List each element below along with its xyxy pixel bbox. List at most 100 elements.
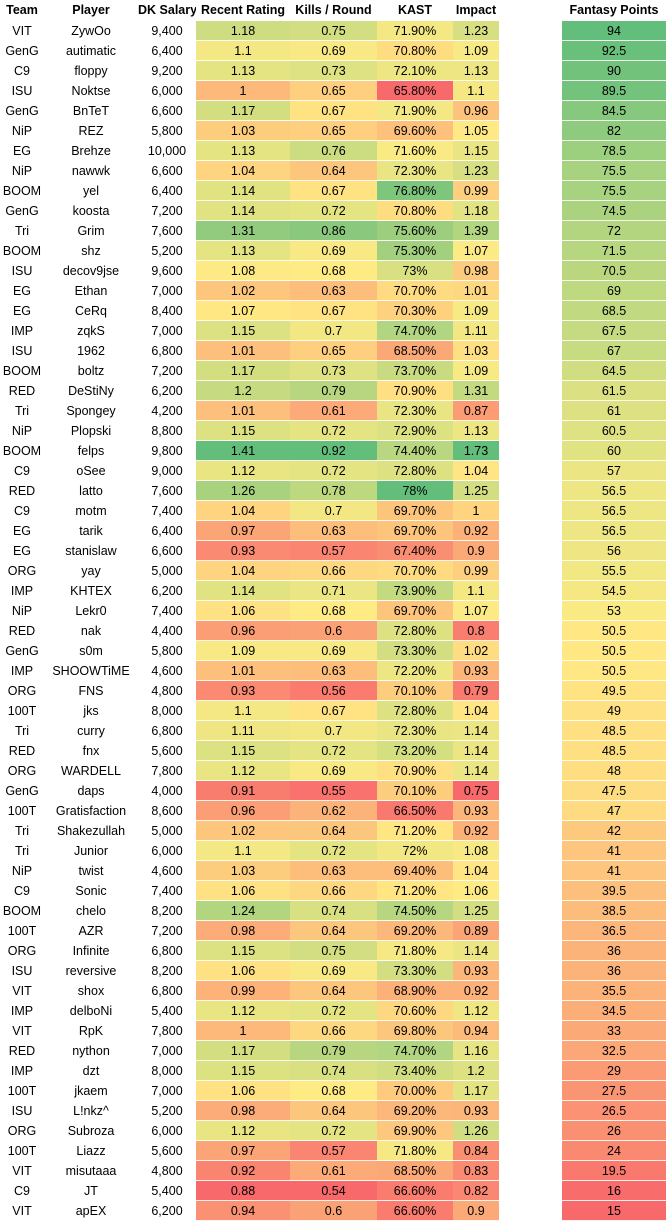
recent-rating-cell[interactable]: 1.31 <box>196 221 290 241</box>
kills-per-round-cell[interactable]: 0.78 <box>290 481 377 501</box>
player-cell[interactable]: SHOOWTiME <box>52 664 130 678</box>
fantasy-points-cell[interactable]: 49.5 <box>562 681 666 701</box>
team-cell[interactable]: ISU <box>11 344 33 358</box>
salary-cell[interactable]: 6,800 <box>151 344 183 358</box>
impact-cell[interactable]: 0.84 <box>453 1141 499 1161</box>
recent-rating-cell[interactable]: 1.01 <box>196 401 290 421</box>
fantasy-points-cell[interactable]: 54.5 <box>562 581 666 601</box>
salary-cell[interactable]: 6,800 <box>151 944 183 958</box>
impact-cell[interactable]: 1.07 <box>453 241 499 261</box>
player-cell[interactable]: Spongey <box>66 404 116 418</box>
salary-cell[interactable]: 9,000 <box>151 464 183 478</box>
team-cell[interactable]: Tri <box>14 724 30 738</box>
team-cell[interactable]: VIT <box>12 1024 32 1038</box>
impact-cell[interactable]: 0.9 <box>453 1201 499 1221</box>
team-cell[interactable]: VIT <box>12 1204 32 1218</box>
salary-cell[interactable]: 5,600 <box>151 744 183 758</box>
kast-cell[interactable]: 72.30% <box>377 721 453 741</box>
recent-rating-cell[interactable]: 1.17 <box>196 361 290 381</box>
impact-cell[interactable]: 0.83 <box>453 1161 499 1181</box>
recent-rating-cell[interactable]: 1.04 <box>196 561 290 581</box>
fantasy-points-cell[interactable]: 29 <box>562 1061 666 1081</box>
fantasy-points-cell[interactable]: 36 <box>562 961 666 981</box>
impact-cell[interactable]: 1.05 <box>453 121 499 141</box>
kast-cell[interactable]: 70.00% <box>377 1081 453 1101</box>
salary-cell[interactable]: 5,000 <box>151 824 183 838</box>
recent-rating-cell[interactable]: 1 <box>196 81 290 101</box>
salary-cell[interactable]: 7,400 <box>151 504 183 518</box>
kast-cell[interactable]: 73% <box>377 261 453 281</box>
kast-cell[interactable]: 67.40% <box>377 541 453 561</box>
kills-per-round-cell[interactable]: 0.7 <box>290 721 377 741</box>
team-cell[interactable]: IMP <box>10 1004 34 1018</box>
salary-cell[interactable]: 5,800 <box>151 124 183 138</box>
recent-rating-cell[interactable]: 0.93 <box>196 541 290 561</box>
impact-cell[interactable]: 0.99 <box>453 181 499 201</box>
recent-rating-cell[interactable]: 1.14 <box>196 201 290 221</box>
player-cell[interactable]: FNS <box>78 684 104 698</box>
salary-cell[interactable]: 4,000 <box>151 784 183 798</box>
team-cell[interactable]: IMP <box>10 1064 34 1078</box>
player-cell[interactable]: Shakezullah <box>56 824 126 838</box>
team-cell[interactable]: BOOM <box>2 904 42 918</box>
impact-cell[interactable]: 1.18 <box>453 201 499 221</box>
salary-cell[interactable]: 7,000 <box>151 324 183 338</box>
impact-cell[interactable]: 1.12 <box>453 1001 499 1021</box>
team-cell[interactable]: Tri <box>14 404 30 418</box>
recent-rating-cell[interactable]: 1.01 <box>196 341 290 361</box>
kills-per-round-cell[interactable]: 0.68 <box>290 261 377 281</box>
fantasy-points-cell[interactable]: 90 <box>562 61 666 81</box>
fantasy-points-cell[interactable]: 60 <box>562 441 666 461</box>
player-cell[interactable]: koosta <box>72 204 110 218</box>
kills-per-round-cell[interactable]: 0.57 <box>290 1141 377 1161</box>
player-cell[interactable]: L!nkz^ <box>73 1104 109 1118</box>
recent-rating-cell[interactable]: 1.11 <box>196 721 290 741</box>
kills-per-round-cell[interactable]: 0.65 <box>290 121 377 141</box>
salary-cell[interactable]: 7,600 <box>151 484 183 498</box>
kills-per-round-cell[interactable]: 0.63 <box>290 861 377 881</box>
kills-per-round-cell[interactable]: 0.68 <box>290 1081 377 1101</box>
fantasy-points-cell[interactable]: 27.5 <box>562 1081 666 1101</box>
kast-cell[interactable]: 71.80% <box>377 941 453 961</box>
impact-cell[interactable]: 1.1 <box>453 581 499 601</box>
recent-rating-cell[interactable]: 1.02 <box>196 821 290 841</box>
kast-cell[interactable]: 68.90% <box>377 981 453 1001</box>
team-cell[interactable]: BOOM <box>2 184 42 198</box>
fantasy-points-cell[interactable]: 48.5 <box>562 741 666 761</box>
kast-cell[interactable]: 71.90% <box>377 101 453 121</box>
kast-cell[interactable]: 65.80% <box>377 81 453 101</box>
impact-cell[interactable]: 0.8 <box>453 621 499 641</box>
fantasy-points-cell[interactable]: 50.5 <box>562 641 666 661</box>
salary-cell[interactable]: 7,200 <box>151 204 183 218</box>
team-cell[interactable]: VIT <box>12 24 32 38</box>
fantasy-points-cell[interactable]: 24 <box>562 1141 666 1161</box>
kast-cell[interactable]: 73.30% <box>377 961 453 981</box>
salary-cell[interactable]: 8,600 <box>151 804 183 818</box>
salary-cell[interactable]: 6,400 <box>151 524 183 538</box>
recent-rating-cell[interactable]: 1.06 <box>196 1081 290 1101</box>
impact-cell[interactable]: 0.93 <box>453 661 499 681</box>
kills-per-round-cell[interactable]: 0.66 <box>290 1021 377 1041</box>
impact-cell[interactable]: 1.08 <box>453 841 499 861</box>
fantasy-points-cell[interactable]: 26 <box>562 1121 666 1141</box>
kast-cell[interactable]: 66.60% <box>377 1201 453 1221</box>
recent-rating-cell[interactable]: 0.98 <box>196 921 290 941</box>
kast-cell[interactable]: 70.70% <box>377 561 453 581</box>
impact-cell[interactable]: 0.94 <box>453 1021 499 1041</box>
kast-cell[interactable]: 70.80% <box>377 201 453 221</box>
salary-cell[interactable]: 5,200 <box>151 1104 183 1118</box>
player-cell[interactable]: 1962 <box>77 344 105 358</box>
impact-cell[interactable]: 1.26 <box>453 1121 499 1141</box>
kills-per-round-cell[interactable]: 0.72 <box>290 461 377 481</box>
kast-cell[interactable]: 72.80% <box>377 621 453 641</box>
recent-rating-cell[interactable]: 0.93 <box>196 681 290 701</box>
recent-rating-cell[interactable]: 0.97 <box>196 1141 290 1161</box>
kills-per-round-cell[interactable]: 0.72 <box>290 421 377 441</box>
impact-cell[interactable]: 1.09 <box>453 301 499 321</box>
kast-cell[interactable]: 72% <box>377 841 453 861</box>
impact-cell[interactable]: 0.75 <box>453 781 499 801</box>
player-cell[interactable]: latto <box>79 484 103 498</box>
recent-rating-cell[interactable]: 1.06 <box>196 961 290 981</box>
fantasy-points-cell[interactable]: 39.5 <box>562 881 666 901</box>
salary-cell[interactable]: 6,000 <box>151 844 183 858</box>
